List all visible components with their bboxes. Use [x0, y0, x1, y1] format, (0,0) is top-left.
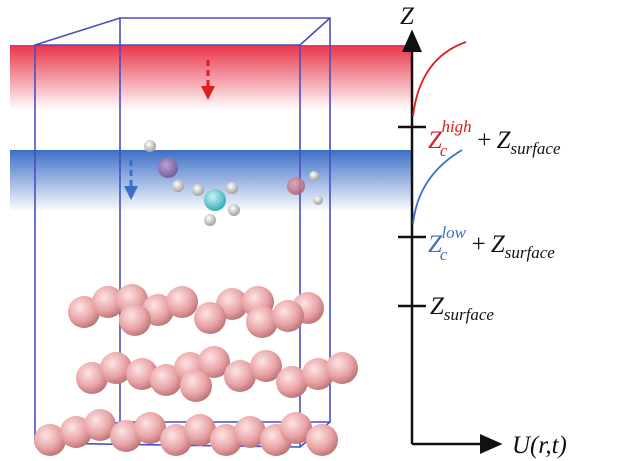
- base: Z: [428, 231, 443, 258]
- molecules: [144, 140, 323, 226]
- high-label: Zchigh+ Zsurface: [428, 117, 561, 160]
- high-band: [10, 45, 412, 110]
- low-curve: [412, 149, 463, 225]
- term: Z: [491, 231, 506, 258]
- term-subscript: surface: [505, 243, 556, 262]
- term: Z: [497, 127, 512, 154]
- low-label: Zclow + Zsurface: [428, 223, 555, 264]
- term-subscript: surface: [510, 139, 561, 158]
- superscript: low: [441, 223, 466, 242]
- copper-atoms: [34, 284, 358, 456]
- base: Z: [430, 293, 445, 320]
- subscript: c: [440, 141, 448, 160]
- base: Z: [428, 127, 443, 154]
- u-axis-label: U(r,t): [512, 432, 567, 459]
- plus: +: [476, 127, 493, 154]
- surface-label: Zsurface: [430, 293, 494, 324]
- plus: +: [470, 231, 487, 258]
- high-curve: [412, 41, 467, 117]
- drift-arrows: [124, 60, 215, 200]
- subscript: surface: [444, 305, 495, 324]
- z-axis-label: Z: [400, 3, 415, 30]
- simulation-box: [34, 17, 331, 448]
- axes: [398, 29, 503, 454]
- superscript: high: [441, 117, 471, 136]
- subscript: c: [440, 245, 448, 264]
